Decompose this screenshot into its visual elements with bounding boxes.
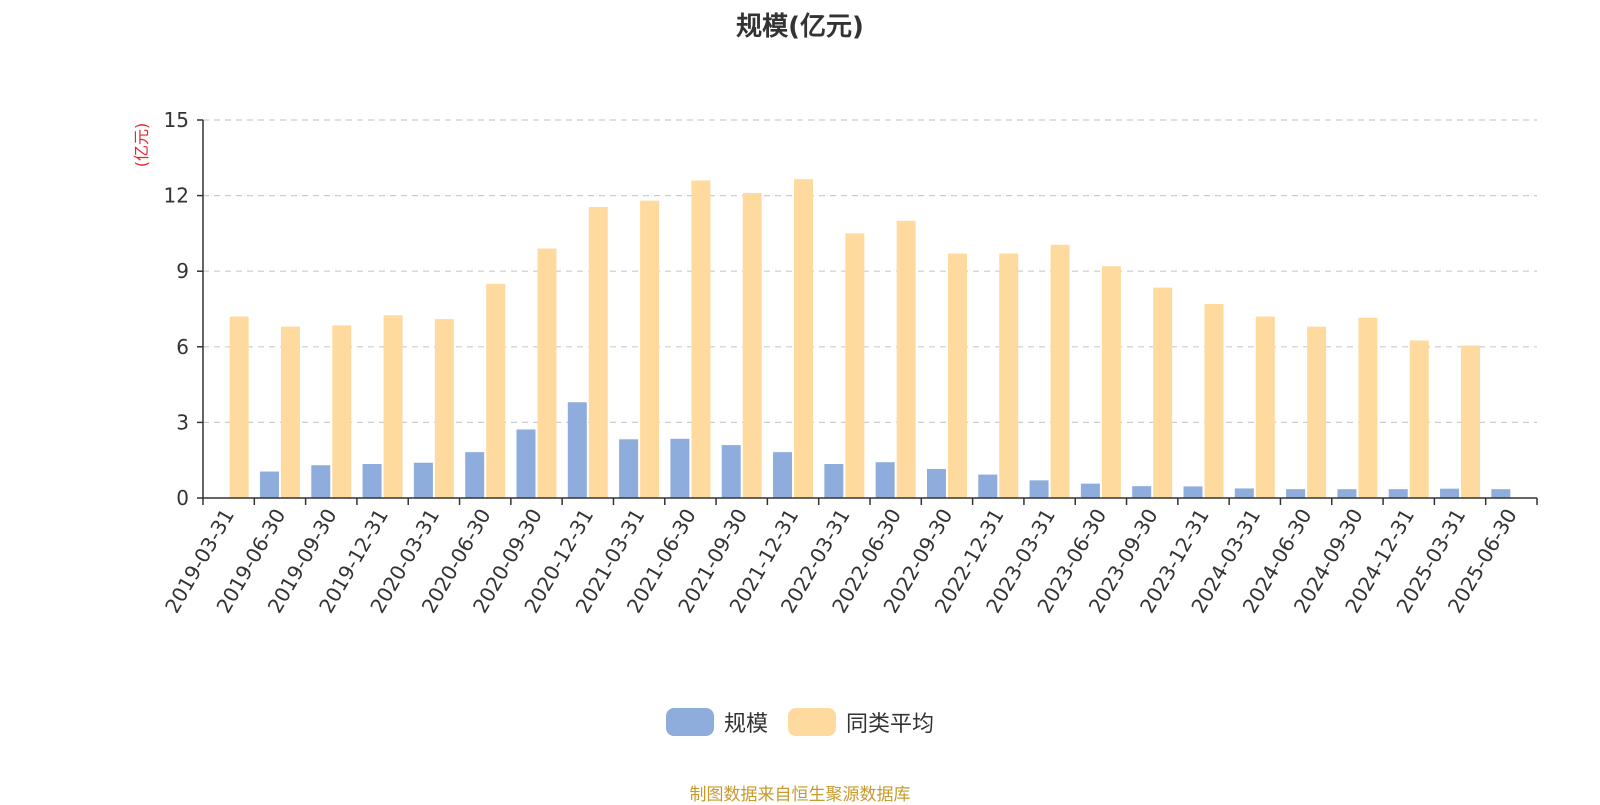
bar-peer-avg[interactable] (588, 206, 608, 498)
bar-scale[interactable] (567, 402, 587, 498)
legend-swatch-peer-avg (788, 708, 836, 736)
bar-peer-avg[interactable] (229, 316, 249, 498)
bar-scale[interactable] (1491, 489, 1511, 498)
y-axis-title: (亿元) (132, 123, 151, 168)
legend-label-peer-avg: 同类平均 (846, 712, 935, 737)
x-tick-labels: 2019-03-312019-06-302019-09-302019-12-31… (160, 505, 1522, 618)
y-tick-label: 6 (176, 335, 189, 359)
bar-peer-avg[interactable] (1255, 316, 1275, 498)
bar-peer-avg[interactable] (434, 319, 454, 498)
bar-scale[interactable] (670, 438, 690, 498)
bar-peer-avg[interactable] (845, 233, 865, 498)
bar-peer-avg[interactable] (332, 325, 352, 498)
bar-scale[interactable] (1080, 483, 1100, 498)
bar-scale[interactable] (1234, 488, 1254, 498)
bar-peer-avg[interactable] (1050, 244, 1070, 498)
bar-peer-avg[interactable] (383, 315, 403, 498)
bar-peer-avg[interactable] (1307, 326, 1327, 498)
bar-peer-avg[interactable] (896, 220, 916, 499)
axes (202, 120, 1538, 505)
bar-scale[interactable] (1388, 489, 1408, 498)
bar-peer-avg[interactable] (1153, 287, 1173, 498)
bar-scale[interactable] (1132, 486, 1152, 498)
bar-scale[interactable] (1337, 489, 1357, 498)
bar-peer-avg[interactable] (1358, 317, 1378, 498)
bar-peer-avg[interactable] (947, 253, 967, 498)
bar-scale[interactable] (1286, 489, 1306, 498)
source-note: 制图数据来自恒生聚源数据库 (689, 785, 911, 805)
bar-scale[interactable] (413, 462, 433, 498)
bar-peer-avg[interactable] (640, 200, 660, 498)
bar-peer-avg[interactable] (280, 326, 300, 498)
bar-scale[interactable] (311, 465, 331, 498)
y-tick-label: 3 (176, 410, 189, 434)
legend: 规模 同类平均 (0, 706, 1600, 738)
bar-peer-avg[interactable] (1461, 345, 1481, 498)
bar-chart: 0 3 6 9 12 15 2019-03-312019-06-302019-09-302… (132, 108, 1538, 618)
legend-item-scale[interactable]: 规模 (665, 706, 768, 738)
bar-peer-avg[interactable] (1101, 266, 1121, 498)
bar-peer-avg[interactable] (537, 248, 557, 498)
y-tick-label: 15 (164, 108, 189, 132)
bar-peer-avg[interactable] (691, 180, 711, 499)
legend-swatch-scale (665, 708, 714, 736)
y-tick-label: 9 (176, 259, 189, 283)
bar-scale[interactable] (1183, 486, 1203, 498)
chart-title: 规模(亿元) (736, 12, 864, 42)
y-tick-label: 12 (164, 184, 189, 208)
bar-scale[interactable] (1029, 480, 1049, 498)
bar-scale[interactable] (362, 463, 382, 498)
bar-scale[interactable] (721, 445, 741, 498)
bar-scale[interactable] (465, 452, 485, 498)
bar-peer-avg[interactable] (794, 179, 814, 498)
bar-scale[interactable] (926, 469, 946, 498)
bar-scale[interactable] (875, 462, 895, 498)
y-tick-label: 0 (176, 486, 189, 510)
y-tick-labels: 0 3 6 9 12 15 (164, 108, 189, 510)
bar-peer-avg[interactable] (1204, 303, 1224, 498)
bar-scale[interactable] (259, 471, 279, 498)
bar-peer-avg[interactable] (1409, 340, 1429, 499)
bar-scale[interactable] (619, 439, 639, 498)
bar-peer-avg[interactable] (999, 253, 1019, 498)
bar-scale[interactable] (824, 463, 844, 498)
bar-peer-avg[interactable] (486, 283, 506, 498)
bars (229, 179, 1511, 499)
bar-scale[interactable] (516, 429, 536, 498)
legend-item-peer-avg[interactable]: 同类平均 (788, 706, 934, 738)
legend-label-scale: 规模 (723, 712, 768, 737)
bar-peer-avg[interactable] (742, 193, 762, 498)
bar-scale[interactable] (773, 452, 793, 498)
bar-scale[interactable] (1440, 488, 1460, 498)
bar-scale[interactable] (978, 474, 998, 498)
